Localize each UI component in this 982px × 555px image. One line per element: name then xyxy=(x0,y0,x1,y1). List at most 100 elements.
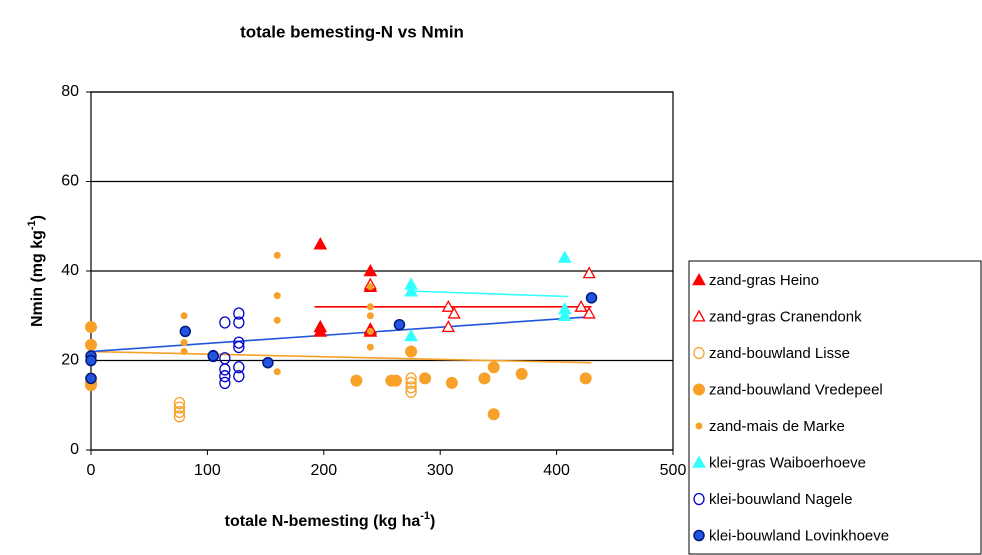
data-point xyxy=(273,368,281,376)
x-tick-label: 0 xyxy=(87,462,96,479)
data-point xyxy=(179,325,192,338)
chart-title: totale bemesting-N vs Nmin xyxy=(240,22,464,41)
x-axis-title-text: totale N-bemesting (kg ha xyxy=(225,513,421,530)
data-point xyxy=(173,396,186,410)
legend-marker xyxy=(693,529,705,542)
data-point xyxy=(313,324,328,337)
data-point xyxy=(219,316,231,329)
data-point xyxy=(366,283,374,291)
data-point xyxy=(557,308,572,322)
data-point xyxy=(574,299,588,312)
data-point xyxy=(404,284,418,297)
x-axis-title-end: ) xyxy=(430,513,435,530)
data-point xyxy=(447,306,461,319)
data-point xyxy=(85,354,97,367)
data-point xyxy=(582,306,596,319)
trend-line xyxy=(411,290,569,298)
legend-label: zand-bouwland Vredepeel xyxy=(709,381,883,398)
data-point xyxy=(393,318,406,331)
data-point xyxy=(350,374,363,387)
data-point xyxy=(366,327,374,335)
data-point xyxy=(419,372,432,385)
legend-marker xyxy=(692,309,706,322)
legend-marker xyxy=(692,455,706,468)
data-point xyxy=(180,339,188,347)
legend-marker xyxy=(692,272,706,286)
y-tick-label: 0 xyxy=(70,441,79,458)
data-point xyxy=(515,367,528,380)
data-point xyxy=(405,345,418,358)
data-point xyxy=(487,408,500,421)
plot-border xyxy=(90,91,674,451)
trend-line xyxy=(90,350,592,364)
y-axis-title-sup: -1 xyxy=(26,220,38,230)
legend-label: zand-bouwland Lisse xyxy=(709,345,850,362)
data-point xyxy=(313,237,328,250)
y-tick-label: 80 xyxy=(61,83,79,100)
data-point xyxy=(478,372,491,385)
y-axis-title: Nmin (mg kg-1) xyxy=(26,215,46,327)
y-axis-title-end: ) xyxy=(29,215,46,220)
legend-marker xyxy=(693,492,705,506)
legend-label: klei-bouwland Nagele xyxy=(709,491,852,508)
data-point xyxy=(363,263,378,277)
data-point xyxy=(219,363,231,376)
data-point xyxy=(180,312,188,320)
x-tick-label: 200 xyxy=(310,462,337,479)
data-point xyxy=(273,292,281,300)
legend-label: zand-mais de Marke xyxy=(709,418,845,435)
x-tick-label: 400 xyxy=(543,462,570,479)
data-point xyxy=(366,343,374,351)
data-point xyxy=(173,401,186,414)
y-tick-label: 40 xyxy=(61,262,79,279)
data-point xyxy=(233,361,245,374)
y-tick-label: 60 xyxy=(61,173,79,190)
x-axis-title: totale N-bemesting (kg ha-1) xyxy=(225,510,436,530)
data-point xyxy=(585,292,598,304)
legend-label: klei-gras Waiboerhoeve xyxy=(709,454,866,471)
legend-label: zand-gras Cranendonk xyxy=(709,308,862,325)
data-point xyxy=(366,303,374,311)
y-tick-label: 20 xyxy=(61,352,79,369)
data-point xyxy=(219,376,231,390)
data-point xyxy=(441,320,455,332)
legend-label: klei-bouwland Lovinkhoeve xyxy=(709,527,889,544)
data-point xyxy=(579,372,592,385)
x-axis-title-sup: -1 xyxy=(420,510,430,522)
data-point xyxy=(405,385,417,398)
data-point xyxy=(180,348,188,356)
data-point xyxy=(233,340,245,354)
x-tick-label: 300 xyxy=(427,462,454,479)
data-point xyxy=(441,299,455,312)
data-point xyxy=(233,370,245,383)
data-point xyxy=(405,372,417,385)
data-point xyxy=(262,356,274,369)
data-point xyxy=(173,405,186,419)
legend-label: zand-gras Heino xyxy=(709,272,819,289)
data-point xyxy=(233,316,245,329)
data-point xyxy=(173,410,186,423)
data-point xyxy=(233,307,245,320)
trend-line xyxy=(90,315,592,353)
data-point xyxy=(582,266,596,279)
data-point xyxy=(405,381,417,394)
data-point xyxy=(445,376,458,389)
y-axis-title-text: Nmin (mg kg xyxy=(29,230,46,327)
data-point xyxy=(233,336,245,349)
data-point xyxy=(85,372,97,385)
data-point xyxy=(273,251,281,259)
data-point xyxy=(219,370,231,383)
data-point xyxy=(405,376,417,390)
data-point xyxy=(207,350,219,362)
x-tick-label: 500 xyxy=(660,462,687,479)
legend-box xyxy=(688,260,982,555)
legend-marker xyxy=(695,422,703,430)
data-point xyxy=(557,250,572,263)
data-point xyxy=(404,328,418,342)
data-point xyxy=(389,374,402,387)
legend-marker xyxy=(693,346,705,360)
data-point xyxy=(487,361,500,374)
legend-marker xyxy=(693,383,705,396)
data-point xyxy=(85,338,97,351)
